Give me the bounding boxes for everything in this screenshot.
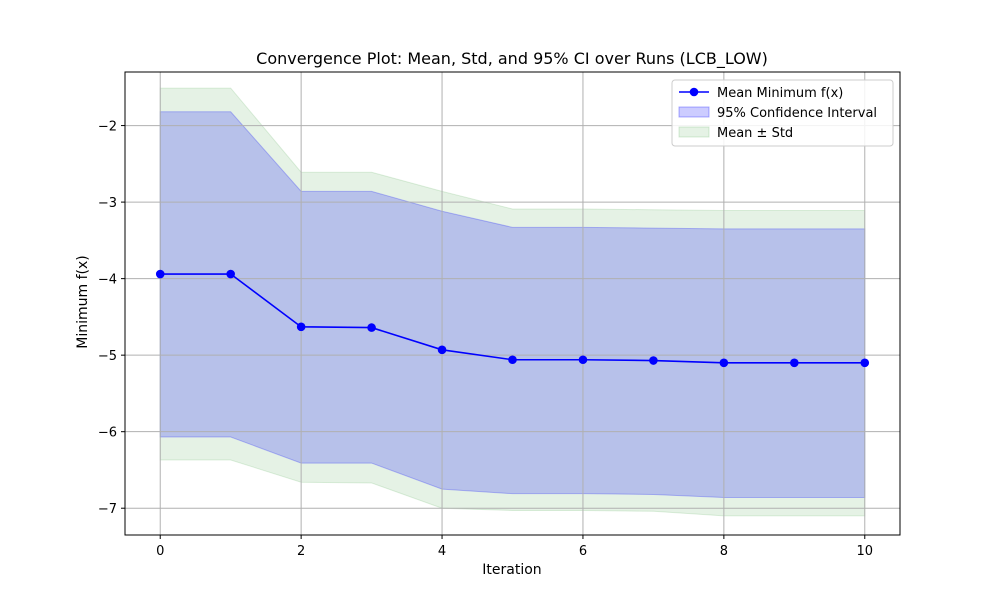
mean-point: [719, 358, 729, 368]
x-tick-label: 8: [720, 544, 728, 559]
mean-point: [296, 322, 306, 332]
chart-title: Convergence Plot: Mean, Std, and 95% CI …: [256, 49, 768, 69]
y-axis-label: Minimum f(x): [75, 255, 91, 348]
legend-marker: [689, 87, 699, 97]
x-tick-label: 10: [856, 544, 873, 559]
mean-point: [578, 355, 588, 365]
x-axis-label: Iteration: [482, 562, 541, 578]
x-tick-label: 2: [297, 544, 305, 559]
legend-box: [671, 79, 894, 147]
plot-area: 0 2 4 6 8 10 −7 −6 −5 −4 −3 −2: [98, 71, 901, 559]
mean-point: [437, 345, 447, 355]
x-tick-label: 0: [156, 544, 164, 559]
y-tick-label: −6: [98, 426, 117, 441]
mean-point: [226, 269, 235, 279]
mean-point: [790, 358, 799, 368]
mean-point: [508, 355, 517, 365]
y-tick-label: −7: [98, 502, 117, 517]
legend-label: Mean ± Std: [717, 126, 793, 141]
legend-label: Mean Minimum f(x): [717, 86, 843, 101]
axes-frame: [124, 71, 901, 536]
x-tick-label: 4: [438, 544, 446, 559]
legend-label: 95% Confidence Interval: [717, 106, 877, 121]
mean-point: [649, 356, 658, 365]
y-tick-label: −2: [98, 120, 117, 135]
legend-band-swatch: [678, 106, 710, 118]
x-tick-label: 6: [579, 544, 587, 559]
y-tick-label: −5: [98, 349, 117, 364]
y-tick-label: −3: [98, 196, 117, 211]
legend-band-swatch: [678, 126, 710, 138]
mean-point: [367, 323, 376, 332]
mean-point: [860, 358, 870, 368]
mean-point: [155, 269, 165, 279]
legend: Mean Minimum f(x) 95% Confidence Interval…: [671, 79, 894, 147]
y-tick-label: −4: [98, 273, 117, 288]
